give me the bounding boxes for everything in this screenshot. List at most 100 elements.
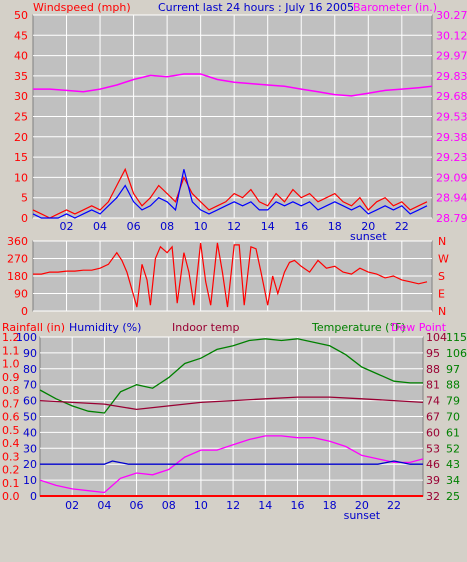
barometer-tick-label: 29.53 — [436, 111, 467, 124]
humidity-axis-label: Humidity (%) — [69, 321, 141, 334]
humidity-tick-label: 100 — [16, 331, 37, 344]
rainfall-tick-label: 0.2 — [2, 464, 20, 477]
windspeed-tick-label: 30 — [14, 90, 28, 103]
temperature-tick-label: 52 — [446, 442, 460, 455]
x-tick-label: 18 — [328, 220, 342, 233]
x-tick-label: 04 — [93, 220, 107, 233]
chart-title: Current last 24 hours : July 16 2005 — [158, 1, 354, 14]
humidity-tick-label: 30 — [23, 442, 37, 455]
indoor-temp-tick-label: 104 — [426, 331, 447, 344]
humidity-tick-label: 50 — [23, 411, 37, 424]
temperature-line — [39, 338, 423, 414]
wind-direction-line — [33, 242, 428, 308]
humidity-tick-label: 10 — [23, 474, 37, 487]
windspeed-tick-label: 45 — [14, 29, 28, 42]
windspeed-tick-label: 50 — [14, 9, 28, 22]
windspeed-tick-label: 25 — [14, 111, 28, 124]
barometer-tick-label: 29.38 — [436, 131, 467, 144]
x-tick-label: 08 — [162, 499, 176, 512]
indoor-temp-tick-label: 53 — [426, 442, 440, 455]
barometer-tick-label: 29.09 — [436, 171, 467, 184]
indoor-temp-tick-label: 95 — [426, 347, 440, 360]
rainfall-tick-label: 0.1 — [2, 477, 20, 490]
x-tick-label: 22 — [395, 220, 409, 233]
x-tick-label: 12 — [226, 499, 240, 512]
indoor-temp-tick-label: 32 — [426, 490, 440, 503]
indoor-temp-tick-label: 81 — [426, 379, 440, 392]
rainfall-tick-label: 1.1 — [2, 344, 20, 357]
humidity-tick-label: 0 — [30, 490, 37, 503]
indoor-temp-tick-label: 39 — [426, 474, 440, 487]
rainfall-axis-label: Rainfall (in) — [2, 321, 65, 334]
temperature-tick-label: 61 — [446, 426, 460, 439]
sunset-label: sunset — [344, 509, 381, 522]
barometer-tick-label: 30.27 — [436, 9, 467, 22]
direction-tick-label: 90 — [14, 288, 28, 301]
x-tick-label: 02 — [60, 220, 74, 233]
x-tick-label: 18 — [323, 499, 337, 512]
temperature-tick-label: 115 — [446, 331, 467, 344]
temperature-tick-label: 43 — [446, 458, 460, 471]
x-tick-label: 22 — [387, 499, 401, 512]
indoor-temp-tick-label: 46 — [426, 458, 440, 471]
sunset-label: sunset — [350, 230, 387, 243]
compass-label: E — [438, 288, 445, 301]
rainfall-tick-label: 1.0 — [2, 358, 20, 371]
windspeed-tick-label: 10 — [14, 171, 28, 184]
humidity-tick-label: 80 — [23, 363, 37, 376]
indoor-temp-line — [39, 396, 424, 411]
barometer-line — [33, 73, 433, 97]
indoor-temp-tick-label: 67 — [426, 411, 440, 424]
temperature-chart: Rainfall (in) Humidity (%) Indoor temp T… — [2, 321, 467, 522]
direction-tick-label: 270 — [7, 253, 28, 266]
humidity-tick-label: 20 — [23, 458, 37, 471]
barometer-tick-label: 29.23 — [436, 151, 467, 164]
x-tick-label: 04 — [97, 499, 111, 512]
rainfall-tick-label: 1.2 — [2, 331, 20, 344]
rainfall-tick-label: 0.3 — [2, 450, 20, 463]
rainfall-tick-label: 0.8 — [2, 384, 20, 397]
compass-label: W — [438, 253, 449, 266]
x-tick-label: 20 — [355, 499, 369, 512]
x-tick-label: 16 — [294, 220, 308, 233]
x-tick-label: 20 — [361, 220, 375, 233]
x-tick-label: 08 — [160, 220, 174, 233]
indoor-temp-label: Indoor temp — [172, 321, 239, 334]
humidity-tick-label: 90 — [23, 347, 37, 360]
x-tick-label: 14 — [258, 499, 272, 512]
windspeed-tick-label: 15 — [14, 151, 28, 164]
windspeed-tick-label: 40 — [14, 50, 28, 63]
humidity-tick-label: 40 — [23, 426, 37, 439]
x-tick-label: 12 — [227, 220, 241, 233]
compass-label: N — [438, 305, 446, 318]
x-tick-label: 02 — [65, 499, 79, 512]
humidity-tick-label: 60 — [23, 395, 37, 408]
barometer-tick-label: 30.12 — [436, 29, 467, 42]
rainfall-tick-label: 0.0 — [2, 490, 20, 503]
rainfall-tick-label: 0.7 — [2, 397, 20, 410]
temperature-tick-label: 97 — [446, 363, 460, 376]
indoor-temp-tick-label: 88 — [426, 363, 440, 376]
temperature-tick-label: 106 — [446, 347, 467, 360]
windspeed-tick-label: 35 — [14, 70, 28, 83]
direction-tick-label: 0 — [21, 305, 28, 318]
indoor-temp-tick-label: 60 — [426, 426, 440, 439]
temperature-axis-label: Temperature (°F) — [311, 321, 406, 334]
barometer-tick-label: 29.83 — [436, 70, 467, 83]
barometer-tick-label: 28.79 — [436, 212, 467, 225]
barometer-tick-label: 28.94 — [436, 192, 467, 205]
windspeed-tick-label: 0 — [21, 212, 28, 225]
compass-label: S — [438, 270, 445, 283]
direction-tick-label: 360 — [7, 235, 28, 248]
temperature-tick-label: 79 — [446, 395, 460, 408]
rainfall-tick-label: 0.6 — [2, 411, 20, 424]
humidity-tick-label: 70 — [23, 379, 37, 392]
x-tick-label: 16 — [290, 499, 304, 512]
wind-gust-line — [32, 169, 428, 219]
compass-label: N — [438, 235, 446, 248]
barometer-axis-label: Barometer (in.) — [353, 1, 437, 14]
temperature-tick-label: 25 — [446, 490, 460, 503]
windspeed-line — [32, 167, 428, 219]
